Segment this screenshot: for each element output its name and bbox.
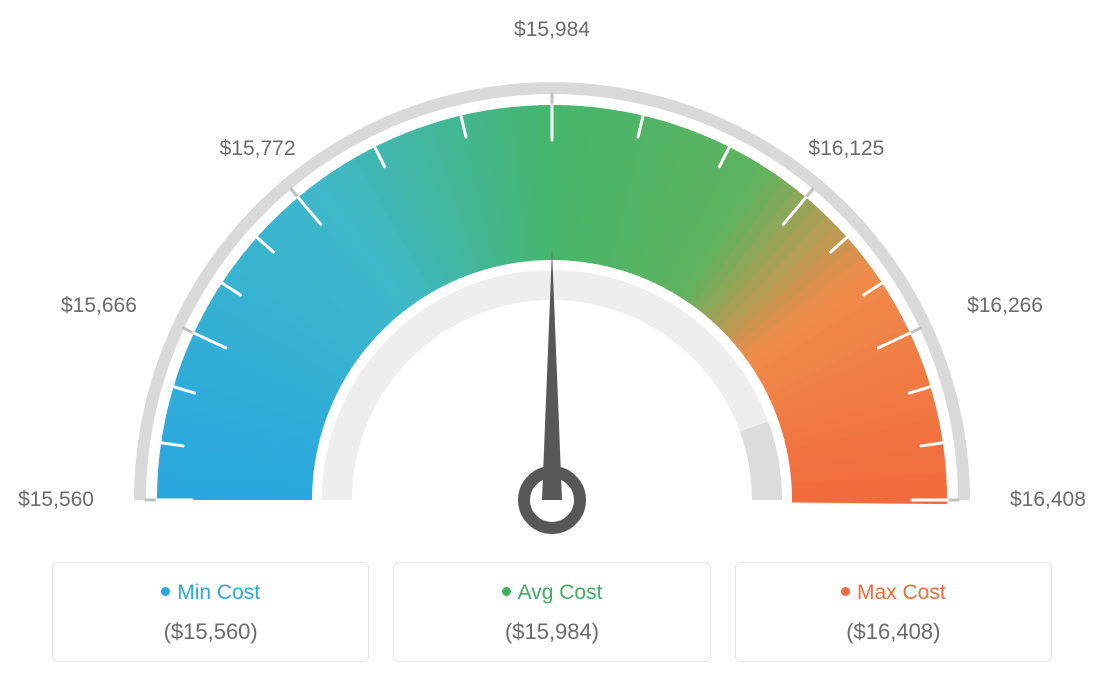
gauge-tick-label: $15,984: [514, 18, 590, 42]
dot-icon: [161, 587, 170, 596]
legend: Min Cost ($15,560) Avg Cost ($15,984) Ma…: [52, 562, 1052, 662]
legend-min-value: ($15,560): [63, 619, 358, 645]
legend-min: Min Cost ($15,560): [52, 562, 369, 662]
legend-max-label-text: Max Cost: [857, 581, 946, 604]
gauge-area: $15,560 $15,666 $15,772 $15,984 $16,125 $16,2…: [0, 0, 1104, 560]
legend-max: Max Cost ($16,408): [735, 562, 1052, 662]
gauge-tick-label: $16,125: [808, 137, 884, 161]
gauge-tick-label: $15,772: [220, 137, 296, 161]
gauge-svg: [0, 0, 1104, 560]
legend-avg: Avg Cost ($15,984): [393, 562, 710, 662]
dot-icon: [841, 587, 850, 596]
legend-avg-label-text: Avg Cost: [518, 581, 603, 604]
cost-gauge-chart: $15,560 $15,666 $15,772 $15,984 $16,125 $16,2…: [0, 0, 1104, 690]
legend-avg-value: ($15,984): [404, 619, 699, 645]
gauge-tick-label: $16,266: [967, 294, 1043, 318]
legend-avg-label: Avg Cost: [404, 581, 699, 605]
legend-max-label: Max Cost: [746, 581, 1041, 605]
gauge-tick-label: $16,408: [1010, 488, 1086, 512]
gauge-tick-label: $15,666: [61, 294, 137, 318]
legend-min-label-text: Min Cost: [177, 581, 260, 604]
dot-icon: [502, 587, 511, 596]
legend-max-value: ($16,408): [746, 619, 1041, 645]
legend-min-label: Min Cost: [63, 581, 358, 605]
gauge-tick-label: $15,560: [18, 488, 94, 512]
